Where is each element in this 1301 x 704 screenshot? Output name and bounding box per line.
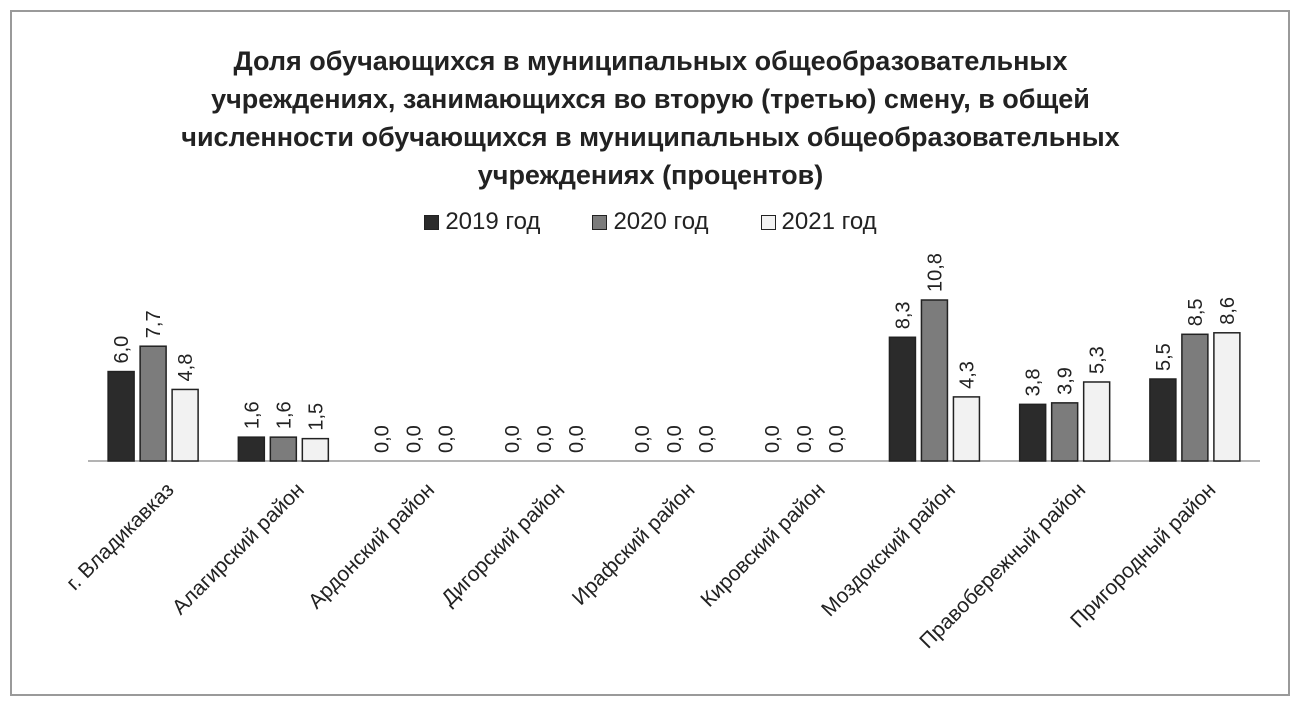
bar-0-2 (171, 388, 199, 462)
bar-6-1 (920, 299, 949, 462)
data-label-8-1: 8,5 (1185, 298, 1207, 326)
data-label-8-0: 5,5 (1153, 343, 1175, 371)
data-label-6-1: 10,8 (924, 253, 946, 292)
legend-swatch-2021 (760, 214, 776, 230)
legend-item-2021: 2021 год (760, 208, 877, 236)
category-label-6: Моздокский район (817, 478, 960, 621)
data-label-7-2: 5,3 (1087, 346, 1109, 374)
legend-label-2020: 2020 год (613, 208, 709, 235)
data-label-6-0: 8,3 (892, 301, 914, 329)
data-label-1-2: 1,5 (305, 403, 327, 431)
bar-0-0 (107, 370, 135, 462)
data-label-3-1: 0,0 (534, 425, 556, 453)
data-label-1-1: 1,6 (273, 401, 295, 429)
legend-label-2021: 2021 год (781, 208, 877, 235)
chart-title-line-4: учреждениях (процентов) (477, 160, 824, 190)
bar-7-2 (1082, 381, 1111, 462)
data-label-2-0: 0,0 (372, 425, 394, 453)
bar-6-2 (952, 396, 981, 462)
data-label-3-0: 0,0 (502, 425, 524, 453)
chart-title-line-2: учреждениях, занимающихся во вторую (тре… (211, 84, 1090, 114)
category-label-4: Ирафский район (568, 478, 700, 610)
category-label-1: Алагирский район (168, 478, 309, 619)
data-label-7-1: 3,9 (1055, 367, 1077, 395)
category-label-2: Ардонский район (304, 478, 439, 613)
data-label-2-2: 0,0 (436, 425, 458, 453)
data-label-7-0: 3,8 (1023, 369, 1045, 397)
category-label-0: г. Владикавказ (62, 478, 179, 595)
chart-legend: 2019 год 2020 год 2021 год (0, 208, 1301, 236)
legend-item-2020: 2020 год (592, 208, 709, 236)
bar-6-0 (888, 336, 917, 462)
bar-1-2 (301, 437, 330, 462)
bar-8-2 (1213, 332, 1241, 462)
data-label-5-2: 0,0 (826, 425, 848, 453)
bar-8-0 (1149, 378, 1177, 462)
legend-label-2019: 2019 год (445, 208, 541, 235)
data-label-4-2: 0,0 (696, 425, 718, 453)
data-label-8-2: 8,6 (1217, 297, 1239, 325)
data-label-6-2: 4,3 (956, 361, 978, 389)
data-label-4-1: 0,0 (664, 425, 686, 453)
data-label-5-1: 0,0 (794, 425, 816, 453)
data-label-0-2: 4,8 (175, 354, 197, 382)
chart-title-line-3: численности обучающихся в муниципальных … (181, 122, 1120, 152)
data-label-0-0: 6,0 (111, 336, 133, 364)
data-label-5-0: 0,0 (762, 425, 784, 453)
data-label-4-0: 0,0 (632, 425, 654, 453)
category-label-3: Дигорский район (437, 478, 569, 610)
data-label-3-2: 0,0 (566, 425, 588, 453)
legend-swatch-2019 (424, 214, 440, 230)
chart-title: Доля обучающихся в муниципальных общеобр… (0, 42, 1301, 194)
bar-7-1 (1050, 402, 1079, 462)
legend-swatch-2020 (592, 214, 608, 230)
legend-item-2019: 2019 год (424, 208, 540, 236)
data-label-1-0: 1,6 (241, 401, 263, 429)
chart-frame (10, 10, 1290, 696)
chart-title-line-1: Доля обучающихся в муниципальных общеобр… (233, 46, 1068, 76)
bar-1-1 (269, 436, 298, 462)
bar-1-0 (237, 436, 266, 462)
bar-0-1 (139, 345, 167, 462)
data-label-0-1: 7,7 (143, 310, 165, 338)
category-label-8: Пригородный район (1066, 478, 1220, 632)
bar-7-0 (1018, 403, 1047, 462)
data-label-2-1: 0,0 (404, 425, 426, 453)
bar-8-1 (1181, 333, 1209, 462)
category-label-5: Кировский район (696, 478, 829, 611)
